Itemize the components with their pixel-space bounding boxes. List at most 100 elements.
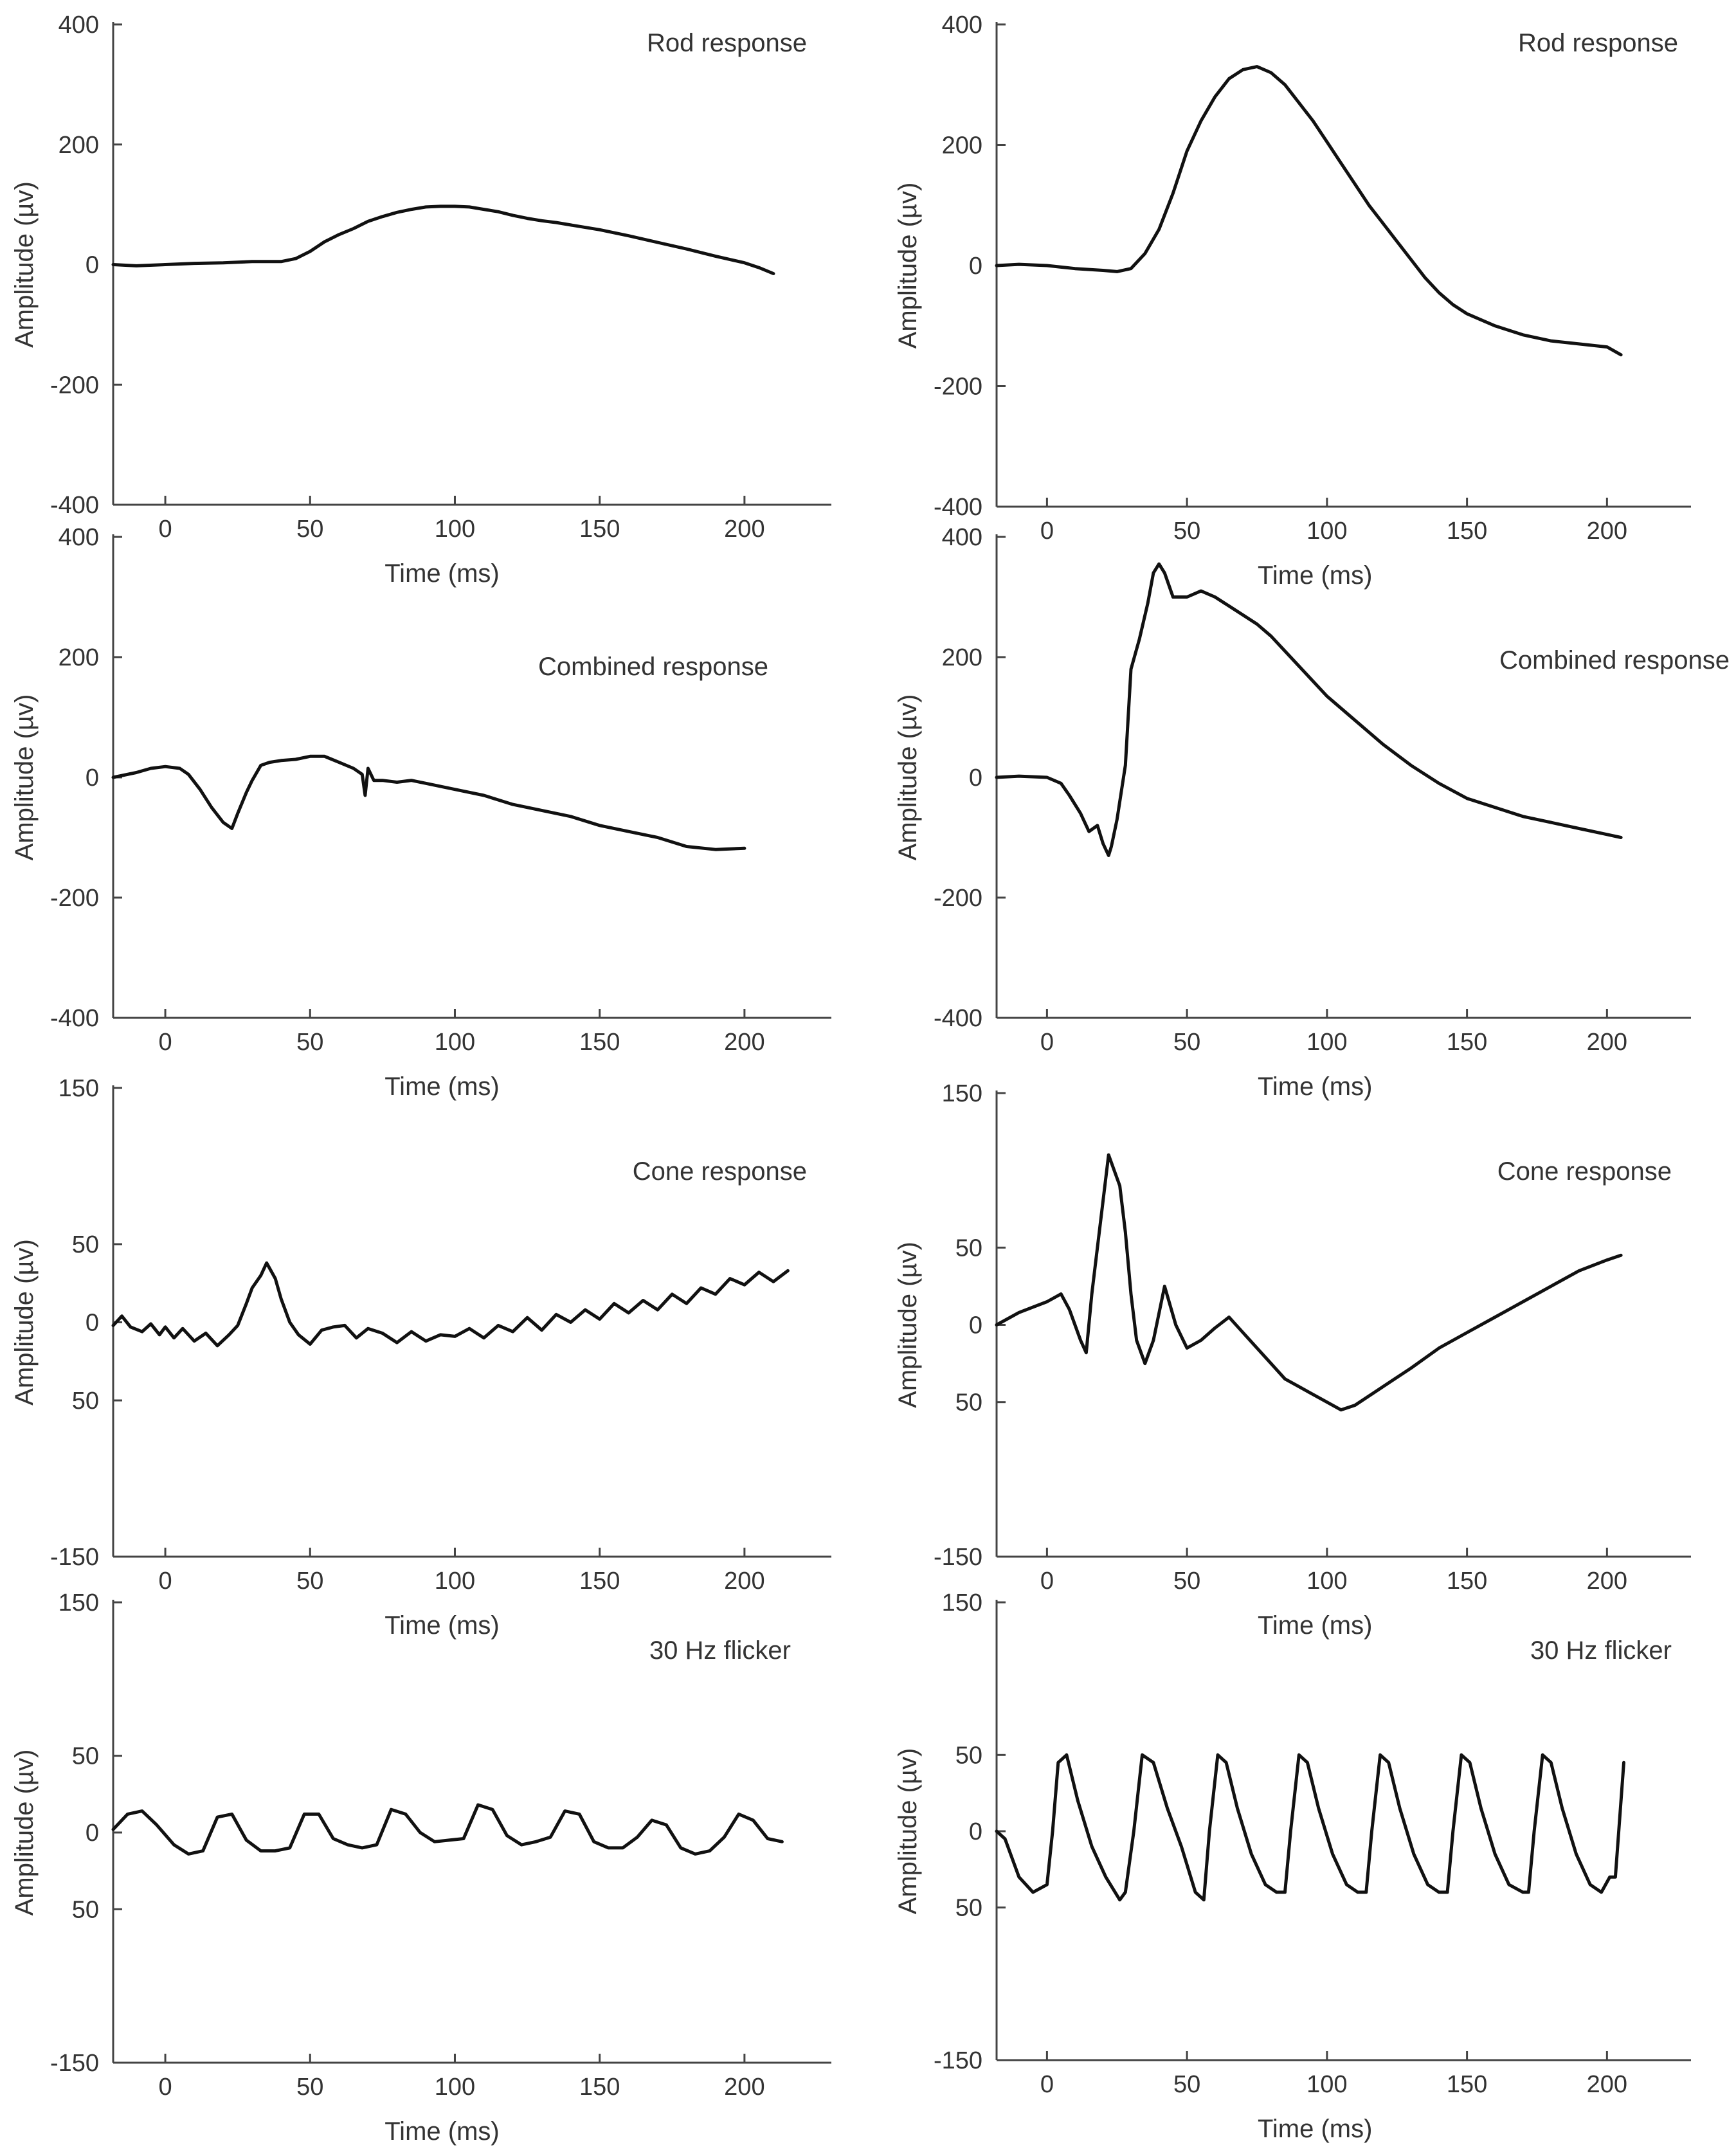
x-tick-label: 100 — [1307, 2071, 1347, 2098]
x-axis-title: Time (ms) — [384, 2117, 499, 2146]
panel-title: Cone response — [1497, 1157, 1672, 1186]
x-tick-label: 0 — [1040, 1568, 1054, 1595]
y-tick-label: 0 — [969, 1312, 982, 1339]
y-tick-label: 0 — [86, 765, 99, 792]
y-axis-title: Amplitude (µv) — [894, 1748, 922, 1915]
trace-line — [995, 562, 1623, 857]
x-tick-label: 200 — [724, 1029, 764, 1056]
y-tick-label: -200 — [50, 885, 99, 912]
trace-line — [111, 204, 775, 275]
y-tick-label: 400 — [59, 524, 99, 551]
panel-right-4: 150 50 0 50 -150 0 50 100 150 200 Time (ms) Amplitu… — [894, 1589, 1691, 2143]
trace-line — [111, 754, 746, 851]
y-tick-label: 150 — [59, 1589, 99, 1616]
panel-left-4: 150 50 0 50 -150 0 50 100 150 200 Time (ms) Amplitu… — [10, 1589, 831, 2146]
trace-line — [995, 1153, 1623, 1412]
x-tick-label: 100 — [435, 2074, 475, 2101]
y-tick-label: -400 — [934, 1005, 982, 1032]
y-tick-label: 400 — [59, 12, 99, 39]
x-tick-label: 100 — [1307, 1568, 1347, 1595]
y-tick-label: 50 — [72, 1231, 99, 1258]
x-tick-label: 100 — [1307, 518, 1347, 545]
y-tick-label: -400 — [934, 494, 982, 521]
x-tick-label: 0 — [159, 516, 172, 543]
x-tick-label: 50 — [1173, 1029, 1200, 1056]
y-axis-title: Amplitude (µv) — [894, 1242, 922, 1408]
x-tick-label: 50 — [296, 2074, 323, 2101]
trace-line — [111, 1261, 790, 1348]
x-tick-label: 200 — [1587, 518, 1627, 545]
y-tick-label: -150 — [934, 1544, 982, 1571]
x-tick-label: 0 — [1040, 1029, 1054, 1056]
x-tick-label: 100 — [1307, 1029, 1347, 1056]
y-tick-label: 50 — [72, 1743, 99, 1770]
y-tick-label: 0 — [86, 252, 99, 279]
x-tick-label: 150 — [1447, 1029, 1487, 1056]
y-tick-label: 200 — [59, 644, 99, 671]
y-tick-label: 50 — [955, 1742, 982, 1769]
x-axis-title: Time (ms) — [1258, 1611, 1372, 1640]
y-tick-label: 400 — [942, 12, 982, 39]
x-tick-label: 150 — [579, 516, 620, 543]
x-tick-label: 0 — [159, 1568, 172, 1595]
y-axis-title: Amplitude (µv) — [10, 181, 39, 348]
y-tick-label: 0 — [86, 1310, 99, 1337]
x-tick-label: 50 — [1173, 1568, 1200, 1595]
x-tick-label: 0 — [159, 1029, 172, 1056]
panel-title: Rod response — [1518, 29, 1678, 57]
x-tick-label: 0 — [159, 2074, 172, 2101]
y-tick-label: -200 — [934, 374, 982, 401]
y-tick-label: -200 — [50, 372, 99, 399]
x-tick-label: 200 — [1587, 2071, 1627, 2098]
y-axis-title: Amplitude (µv) — [10, 1239, 39, 1406]
x-tick-label: 100 — [435, 516, 475, 543]
x-tick-label: 50 — [296, 516, 323, 543]
panel-right-1: 400 200 0 -200 -400 0 50 100 150 200 Time (ms) Ampl… — [894, 12, 1691, 590]
panel-right-2: 400 200 0 -200 -400 0 50 100 150 200 Time (ms) Ampl… — [894, 524, 1730, 1101]
panel-title: 30 Hz flicker — [649, 1636, 791, 1665]
panel-left-1: 400 200 0 -200 -400 0 50 100 150 200 Time (ms) Ampl… — [10, 12, 831, 588]
y-tick-label: 0 — [969, 765, 982, 792]
y-tick-label: 200 — [942, 644, 982, 671]
x-tick-label: 100 — [435, 1029, 475, 1056]
x-tick-label: 100 — [435, 1568, 475, 1595]
y-axis-title: Amplitude (µv) — [10, 694, 39, 861]
y-tick-label: -400 — [50, 1005, 99, 1032]
x-tick-label: 0 — [1040, 2071, 1054, 2098]
y-axis-title: Amplitude (µv) — [894, 183, 922, 349]
x-tick-label: 200 — [724, 1568, 764, 1595]
x-tick-label: 200 — [724, 2074, 764, 2101]
y-tick-label: 200 — [59, 132, 99, 159]
x-tick-label: 50 — [1173, 518, 1200, 545]
x-axis-title: Time (ms) — [384, 1611, 499, 1640]
x-tick-label: 150 — [1447, 2071, 1487, 2098]
y-tick-label: 50 — [955, 1389, 982, 1416]
y-tick-label: 400 — [942, 524, 982, 551]
y-tick-label: 50 — [955, 1235, 982, 1262]
x-tick-label: 0 — [1040, 518, 1054, 545]
panel-title: Combined response — [1499, 646, 1730, 674]
y-tick-label: -400 — [50, 492, 99, 519]
panel-title: 30 Hz flicker — [1530, 1636, 1672, 1665]
y-tick-label: 0 — [969, 1818, 982, 1845]
y-tick-label: -150 — [934, 2047, 982, 2074]
x-tick-label: 200 — [1587, 1568, 1627, 1595]
x-axis-title: Time (ms) — [384, 559, 499, 588]
y-tick-label: 50 — [72, 1896, 99, 1923]
y-tick-label: 0 — [969, 253, 982, 280]
x-tick-label: 50 — [296, 1029, 323, 1056]
trace-line — [111, 1803, 784, 1856]
x-tick-label: 50 — [1173, 2071, 1200, 2098]
x-tick-label: 150 — [579, 2074, 620, 2101]
x-tick-label: 50 — [296, 1568, 323, 1595]
panel-title: Cone response — [633, 1157, 807, 1186]
y-axis-title: Amplitude (µv) — [894, 694, 922, 861]
x-tick-label: 150 — [1447, 1568, 1487, 1595]
x-tick-label: 150 — [579, 1568, 620, 1595]
panel-title: Rod response — [647, 29, 807, 57]
y-tick-label: 150 — [942, 1589, 982, 1616]
trace-line — [995, 1753, 1625, 1902]
panel-title: Combined response — [538, 653, 768, 681]
x-tick-label: 200 — [1587, 1029, 1627, 1056]
